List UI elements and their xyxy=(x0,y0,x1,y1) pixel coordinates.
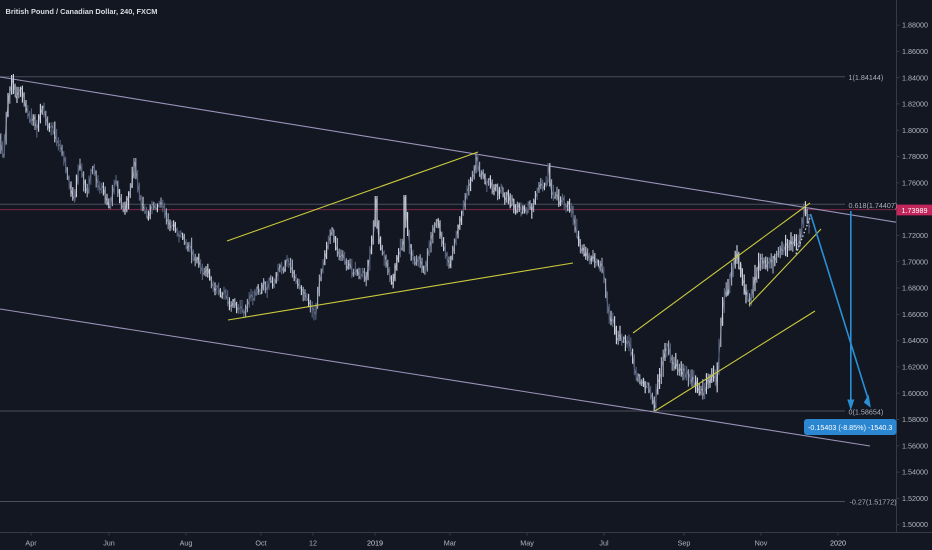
svg-text:12: 12 xyxy=(309,538,317,547)
svg-text:1.60000: 1.60000 xyxy=(902,389,928,398)
svg-text:Oct: Oct xyxy=(255,538,266,547)
svg-text:1.80000: 1.80000 xyxy=(902,126,928,135)
svg-text:Aug: Aug xyxy=(180,538,193,547)
svg-text:0(1.58654): 0(1.58654) xyxy=(849,408,884,417)
svg-text:Nov: Nov xyxy=(755,538,768,547)
svg-text:2020: 2020 xyxy=(830,538,846,547)
svg-text:1.70000: 1.70000 xyxy=(902,257,928,266)
svg-text:Mar: Mar xyxy=(444,538,457,547)
svg-text:1.62000: 1.62000 xyxy=(902,363,928,372)
svg-text:1.66000: 1.66000 xyxy=(902,310,928,319)
svg-text:1.54000: 1.54000 xyxy=(902,468,928,477)
svg-text:Apr: Apr xyxy=(25,538,37,547)
svg-text:1.72000: 1.72000 xyxy=(902,231,928,240)
svg-text:1.86000: 1.86000 xyxy=(902,47,928,56)
svg-text:1(1.84144): 1(1.84144) xyxy=(849,73,884,82)
svg-text:Jul: Jul xyxy=(599,538,609,547)
svg-text:1.52000: 1.52000 xyxy=(902,494,928,503)
svg-text:1.76000: 1.76000 xyxy=(902,178,928,187)
svg-text:1.68000: 1.68000 xyxy=(902,284,928,293)
svg-text:1.84000: 1.84000 xyxy=(902,73,928,82)
svg-text:2019: 2019 xyxy=(367,538,383,547)
svg-text:1.82000: 1.82000 xyxy=(902,100,928,109)
svg-text:1.58000: 1.58000 xyxy=(902,415,928,424)
svg-text:1.88000: 1.88000 xyxy=(902,21,928,30)
svg-text:May: May xyxy=(520,538,534,547)
svg-text:-0.15403 (-8.85%) -1540.3: -0.15403 (-8.85%) -1540.3 xyxy=(808,423,892,432)
svg-text:1.78000: 1.78000 xyxy=(902,152,928,161)
svg-text:0.618(1.74407): 0.618(1.74407) xyxy=(849,201,898,210)
svg-text:1.50000: 1.50000 xyxy=(902,520,928,529)
svg-text:1.56000: 1.56000 xyxy=(902,441,928,450)
svg-text:Jun: Jun xyxy=(103,538,115,547)
svg-text:British Pound / Canadian Dolla: British Pound / Canadian Dollar, 240, FX… xyxy=(6,7,158,16)
svg-text:-0.27(1.51772): -0.27(1.51772) xyxy=(850,498,897,507)
svg-text:1.73989: 1.73989 xyxy=(902,206,928,215)
svg-text:Sep: Sep xyxy=(678,538,691,547)
svg-text:1.64000: 1.64000 xyxy=(902,336,928,345)
